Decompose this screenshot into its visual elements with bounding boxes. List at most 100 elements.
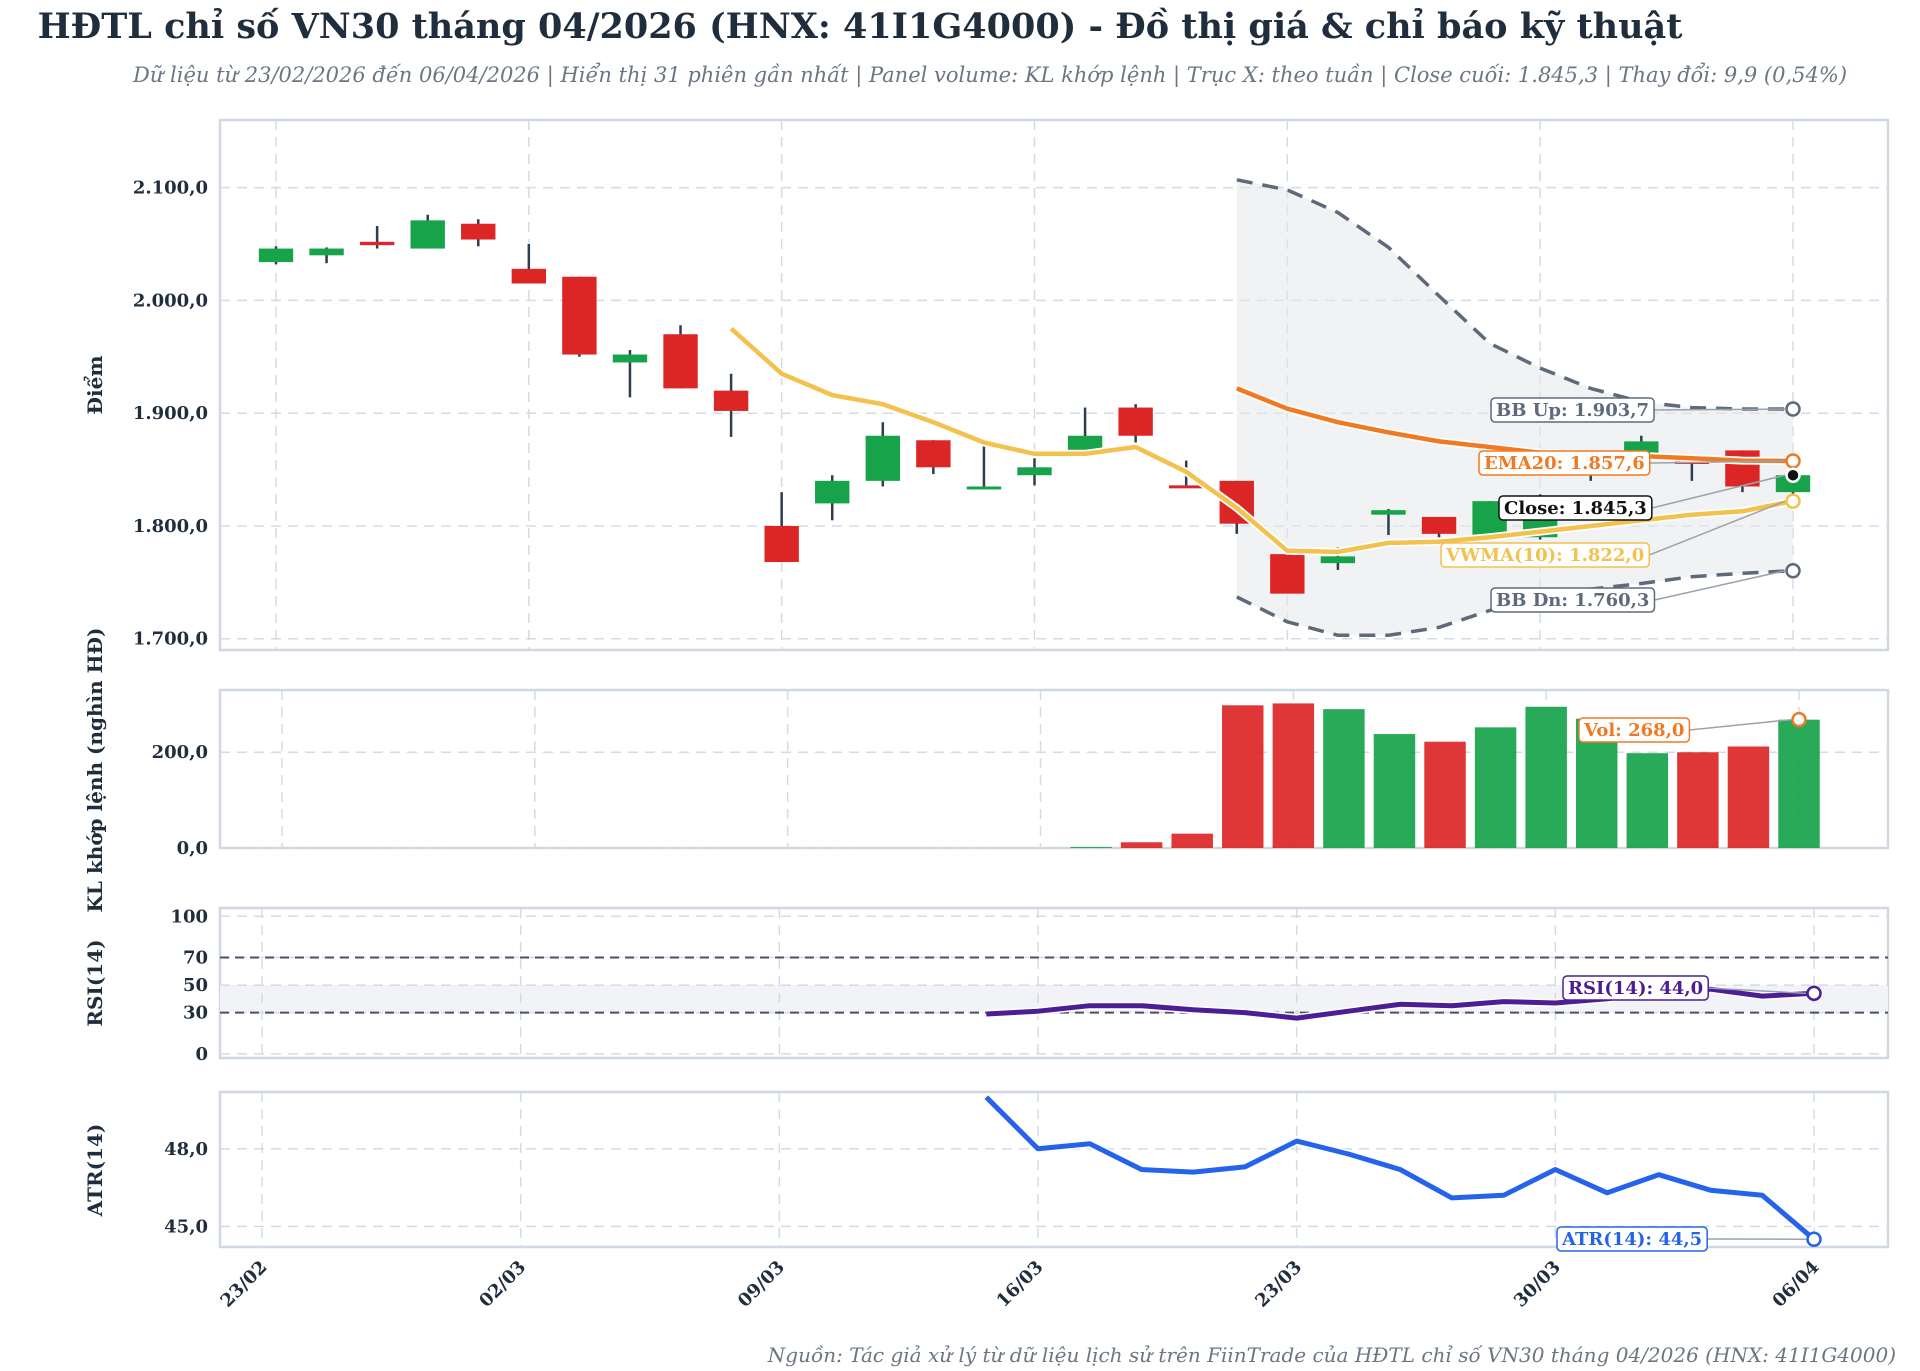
rsi-label: RSI(14): 44,0 — [1568, 978, 1703, 999]
volume-bar — [1070, 847, 1112, 848]
candle-body — [663, 334, 698, 389]
bb-up-marker — [1785, 401, 1801, 417]
x-tick-label: 06/04 — [1769, 1257, 1824, 1312]
x-tick-label: 30/03 — [1510, 1257, 1565, 1312]
ema20-marker — [1785, 453, 1801, 469]
volume-bar — [1424, 741, 1466, 848]
vwma-label: VWMA(10): 1.822,0 — [1445, 545, 1644, 566]
chart-title: HĐTL chỉ số VN30 tháng 04/2026 (HNX: 41I… — [38, 6, 1683, 47]
volume-bar — [1323, 709, 1365, 848]
bbdn-leader — [1654, 569, 1786, 601]
volume-y-axis-label: KL khớp lệnh (nghìn HĐ) — [83, 628, 107, 913]
rsi-y-tick: 0 — [195, 1044, 208, 1065]
candle-body — [1270, 554, 1305, 594]
candle-body — [1421, 516, 1457, 534]
volume-bar — [1727, 746, 1770, 848]
close-marker — [1785, 467, 1801, 483]
atr-label: ATR(14): 44,5 — [1561, 1229, 1702, 1250]
close-leader — [1651, 474, 1786, 509]
volume-bar — [1474, 727, 1517, 848]
atr-line — [984, 1095, 1816, 1242]
x-tick-label: 09/03 — [734, 1257, 789, 1312]
rsi-label-box — [1562, 975, 1709, 1001]
volume-bar — [1373, 734, 1416, 848]
ema-leader — [1649, 460, 1786, 464]
chart-subtitle: Dữ liệu từ 23/02/2026 đến 06/04/2026 | H… — [132, 63, 1847, 88]
volume-bar — [1222, 705, 1264, 848]
close-label: Close: 1.845,3 — [1504, 498, 1647, 519]
volume-bar — [1171, 833, 1213, 848]
volume-panel: 0,0 200,0 KL khớp lệnh (nghìn HĐ) — [83, 628, 1890, 913]
rsi-marker — [1806, 985, 1822, 1002]
rsi-leader — [1708, 987, 1807, 995]
price-y-tick: 1.800,0 — [133, 516, 208, 537]
rsi-y-tick: 100 — [170, 906, 208, 927]
price-annotations: BB Up: 1.903,7 EMA20: 1.857,6 Close: 1.8… — [1440, 397, 1709, 1252]
vol-label-box — [1578, 717, 1691, 743]
candle-body — [1169, 485, 1204, 489]
volume-bar — [1778, 719, 1820, 848]
bb-up-label: BB Up: 1.903,7 — [1496, 400, 1649, 421]
x-tick-label: 23/02 — [217, 1257, 272, 1312]
price-y-axis-label: Điểm — [82, 356, 107, 415]
atr-y-tick: 48,0 — [164, 1139, 208, 1160]
candle-body — [461, 223, 496, 240]
vol-marker — [1791, 711, 1807, 728]
candle-body — [1067, 435, 1103, 453]
bb-dn-marker — [1785, 562, 1801, 579]
atr-panel: 45,0 48,0 ATR(14) 23/02 02/03 09/03 16/03 23/03… — [83, 1090, 1890, 1312]
candle-body — [815, 480, 850, 504]
rsi-y-tick: 70 — [183, 948, 208, 969]
vwma-line — [729, 326, 1794, 555]
candle-body — [865, 435, 900, 481]
price-panel: 1.700,0 1.800,0 1.900,0 2.000,0 2.100,0 Điểm — [82, 118, 1890, 652]
x-tick-label: 02/03 — [475, 1257, 530, 1312]
candle-body — [1118, 407, 1153, 436]
volume-bar — [1120, 842, 1163, 848]
atr-marker — [1806, 1231, 1822, 1247]
candle-body — [562, 276, 597, 355]
price-y-tick: 2.100,0 — [133, 178, 208, 199]
atr-label-box — [1556, 1226, 1708, 1252]
vol-label: Vol: 268,0 — [1583, 720, 1684, 741]
ema-label-box — [1478, 450, 1651, 476]
bbup-label-box — [1490, 397, 1655, 423]
candle-body — [1775, 475, 1811, 493]
bbup-leader — [1654, 408, 1786, 411]
volume-y-tick: 0,0 — [177, 838, 208, 859]
candle-body — [966, 486, 1002, 490]
bb-dn-label: BB Dn: 1.760,3 — [1496, 590, 1649, 611]
vwma-marker — [1785, 493, 1801, 509]
x-tick-label: 16/03 — [993, 1257, 1048, 1312]
candle-body — [612, 354, 648, 363]
vwma-label-box — [1440, 542, 1650, 568]
rsi-y-tick: 50 — [183, 975, 208, 996]
candle-body — [359, 241, 395, 246]
candle-body — [764, 525, 799, 563]
bbdn-label-box — [1490, 587, 1656, 613]
candle-body — [713, 390, 749, 411]
candle-body — [309, 248, 344, 256]
chart-source: Nguồn: Tác giả xử lý từ dữ liệu lịch sử … — [767, 1343, 1896, 1367]
volume-bar — [1677, 752, 1719, 848]
volume-bar — [1525, 706, 1567, 848]
candle-body — [1320, 556, 1356, 564]
price-y-tick: 1.900,0 — [133, 403, 208, 424]
rsi-y-tick: 30 — [183, 1003, 208, 1024]
x-tick-label: 23/03 — [1251, 1257, 1306, 1312]
rsi-y-axis-label: RSI(14) — [83, 939, 107, 1026]
candle-body — [258, 248, 294, 263]
candle-body — [410, 220, 445, 249]
atr-y-tick: 45,0 — [164, 1216, 208, 1237]
candle-body — [916, 440, 951, 468]
volume-bar — [1272, 703, 1315, 848]
price-y-tick: 2.000,0 — [133, 290, 208, 311]
vol-leader — [1689, 718, 1792, 731]
candle-body — [1017, 467, 1052, 476]
atr-y-axis-label: ATR(14) — [83, 1124, 107, 1218]
candle-body — [1725, 450, 1760, 487]
candle-body — [1371, 510, 1406, 515]
bb-upper-line — [1236, 178, 1793, 411]
atr-frame — [218, 1090, 1890, 1249]
